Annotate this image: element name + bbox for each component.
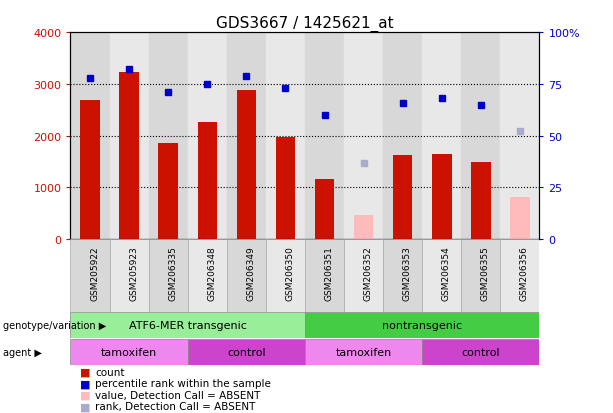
Text: GSM206352: GSM206352	[364, 245, 373, 300]
Bar	[471, 163, 490, 240]
Text: ■: ■	[80, 378, 90, 388]
Text: GSM206335: GSM206335	[168, 245, 177, 300]
Bar	[344, 33, 383, 240]
Bar	[188, 339, 305, 365]
Bar	[500, 240, 539, 312]
Bar	[188, 33, 227, 240]
Text: GSM206351: GSM206351	[324, 245, 333, 300]
Bar	[110, 240, 149, 312]
Bar	[266, 240, 305, 312]
Bar	[422, 339, 539, 365]
Text: percentile rank within the sample: percentile rank within the sample	[95, 378, 271, 388]
Text: GSM206349: GSM206349	[246, 245, 256, 300]
Bar	[188, 240, 227, 312]
Bar	[266, 33, 305, 240]
Bar	[393, 156, 413, 240]
Text: ATF6-MER transgenic: ATF6-MER transgenic	[129, 320, 246, 330]
Text: tamoxifen: tamoxifen	[335, 347, 392, 357]
Bar	[462, 240, 500, 312]
Text: count: count	[95, 367, 124, 377]
Text: control: control	[462, 347, 500, 357]
Bar	[354, 215, 373, 240]
Text: tamoxifen: tamoxifen	[101, 347, 158, 357]
Bar	[70, 312, 305, 338]
Bar	[110, 33, 149, 240]
Bar	[305, 339, 422, 365]
Bar	[422, 33, 462, 240]
Bar	[314, 180, 334, 240]
Bar	[70, 33, 110, 240]
Title: GDS3667 / 1425621_at: GDS3667 / 1425621_at	[216, 16, 394, 32]
Bar	[70, 240, 110, 312]
Text: control: control	[227, 347, 265, 357]
Bar	[383, 240, 422, 312]
Bar	[305, 240, 344, 312]
Text: value, Detection Call = ABSENT: value, Detection Call = ABSENT	[95, 390, 261, 400]
Bar	[383, 33, 422, 240]
Bar	[80, 101, 100, 240]
Bar	[422, 240, 462, 312]
Bar	[149, 33, 188, 240]
Bar	[227, 240, 266, 312]
Bar	[70, 339, 188, 365]
Text: agent ▶: agent ▶	[3, 347, 42, 357]
Bar	[120, 73, 139, 240]
Text: rank, Detection Call = ABSENT: rank, Detection Call = ABSENT	[95, 401, 256, 411]
Text: ■: ■	[80, 390, 90, 400]
Bar	[305, 33, 344, 240]
Bar	[158, 144, 178, 240]
Text: GSM206350: GSM206350	[286, 245, 294, 300]
Text: GSM206354: GSM206354	[442, 245, 451, 300]
Bar	[462, 33, 500, 240]
Bar	[510, 197, 530, 240]
Bar	[149, 240, 188, 312]
Bar	[237, 91, 256, 240]
Text: GSM205923: GSM205923	[129, 245, 138, 300]
Text: GSM206355: GSM206355	[481, 245, 490, 300]
Text: GSM205922: GSM205922	[90, 245, 99, 300]
Text: ■: ■	[80, 367, 90, 377]
Text: GSM206348: GSM206348	[207, 245, 216, 300]
Bar	[276, 137, 295, 240]
Bar	[227, 33, 266, 240]
Bar	[197, 123, 217, 240]
Text: genotype/variation ▶: genotype/variation ▶	[3, 320, 106, 330]
Bar	[432, 154, 452, 240]
Text: GSM206353: GSM206353	[403, 245, 412, 300]
Bar	[344, 240, 383, 312]
Text: ■: ■	[80, 401, 90, 411]
Bar	[305, 312, 539, 338]
Text: nontransgenic: nontransgenic	[382, 320, 462, 330]
Text: GSM206356: GSM206356	[520, 245, 529, 300]
Bar	[500, 33, 539, 240]
